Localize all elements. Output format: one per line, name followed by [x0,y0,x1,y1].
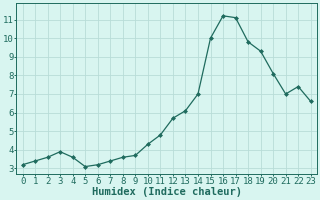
X-axis label: Humidex (Indice chaleur): Humidex (Indice chaleur) [92,187,242,197]
